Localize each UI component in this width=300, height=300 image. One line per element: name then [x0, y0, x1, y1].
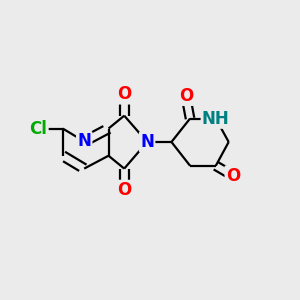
Text: N: N — [140, 133, 154, 151]
Text: O: O — [117, 85, 131, 103]
Text: O: O — [226, 167, 240, 185]
Text: Cl: Cl — [29, 119, 47, 137]
Text: NH: NH — [202, 110, 230, 128]
Text: O: O — [117, 181, 131, 199]
Text: O: O — [178, 87, 193, 105]
Text: N: N — [77, 132, 91, 150]
